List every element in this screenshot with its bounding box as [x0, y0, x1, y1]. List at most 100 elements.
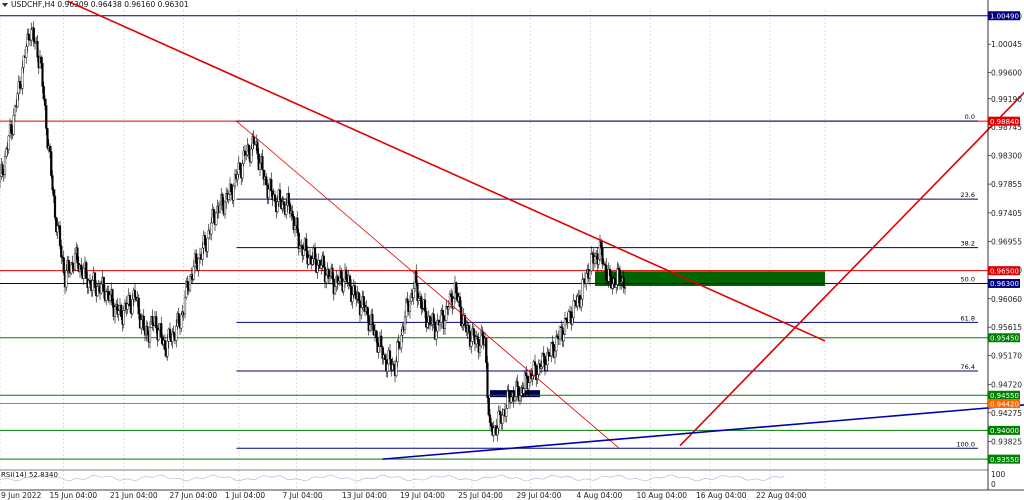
candle-body: [0, 175, 2, 182]
candle-body: [42, 86, 45, 100]
candle-body: [475, 336, 478, 345]
candle-body: [375, 330, 378, 338]
candle-body: [307, 257, 310, 265]
candle-body: [46, 128, 49, 149]
candle-body: [487, 397, 490, 416]
candle-body: [1, 164, 4, 175]
fib-level-label: 23.6: [961, 191, 975, 199]
candle-body: [247, 144, 250, 153]
candle-body: [168, 328, 172, 339]
candle-body: [415, 271, 418, 284]
fib-level-label: 50.0: [961, 275, 975, 283]
candle-body: [252, 136, 255, 144]
time-tick-label: 25 Jul 04:00: [458, 491, 503, 500]
candle-body: [620, 282, 623, 284]
zones: [489, 271, 825, 398]
candle-body: [282, 201, 285, 205]
candle-body: [30, 29, 33, 41]
candle-body: [613, 278, 617, 288]
candle-body: [532, 361, 535, 377]
candle-body: [296, 217, 299, 234]
candle-body: [403, 316, 407, 330]
candle-body: [608, 268, 612, 276]
trendline: [236, 120, 619, 448]
candle-body: [478, 345, 482, 353]
candle-body: [588, 270, 592, 279]
candle-body: [313, 247, 317, 260]
candle-body: [120, 305, 123, 318]
candle-body: [267, 188, 270, 198]
candle-body: [397, 341, 400, 344]
candle-body: [527, 382, 530, 390]
candle-body: [227, 194, 230, 200]
candle-body: [596, 253, 599, 265]
candle-body: [212, 209, 215, 218]
candle-body: [306, 250, 309, 265]
time-tick-label: 19 Jul 04:00: [400, 491, 445, 500]
candle-body: [22, 55, 25, 68]
candle-body: [490, 422, 493, 427]
candle-body: [67, 260, 70, 271]
candle-body: [438, 322, 442, 326]
candle-body: [523, 372, 527, 389]
candle-body: [270, 179, 273, 192]
candle-body: [288, 203, 292, 214]
candle-body: [443, 320, 447, 329]
collapse-triangle-icon[interactable]: [2, 3, 8, 7]
candle-body: [87, 280, 90, 288]
time-tick-label: 7 Jul 04:00: [282, 491, 322, 500]
trendline: [67, 0, 826, 342]
candle-body: [21, 67, 24, 89]
candle-body: [155, 316, 158, 329]
chart-header: USDCHF,H4 0.96309 0.96438 0.96160 0.9630…: [2, 0, 189, 9]
candle-body: [417, 298, 420, 301]
rsi-scale-bottom: 0: [991, 480, 996, 489]
price-tick-label: 1.00045: [991, 40, 1022, 49]
candle-body: [325, 275, 328, 283]
candle-body: [567, 311, 570, 323]
candle-body: [470, 341, 473, 347]
candle-body: [507, 389, 510, 393]
candle-body: [28, 39, 32, 41]
time-tick-label: 29 Jul 04:00: [516, 491, 561, 500]
candle-body: [573, 300, 577, 302]
price-tick-label: 0.97405: [991, 209, 1022, 218]
candle-body: [461, 323, 464, 327]
rsi-scale-top: 100: [991, 470, 1006, 479]
candle-body: [117, 310, 120, 315]
candle-body: [56, 225, 59, 233]
candle-body: [458, 296, 462, 307]
candle-body: [605, 264, 608, 281]
candle-body: [197, 258, 200, 271]
candle-body: [571, 317, 574, 325]
price-tag: [988, 454, 1020, 464]
candle-body: [265, 176, 268, 186]
candle-body: [448, 293, 452, 308]
candle-body: [71, 262, 74, 266]
candle-body: [27, 33, 30, 41]
candle-body: [353, 285, 357, 296]
price-tag-label: 0.94000: [990, 427, 1019, 435]
candle-body: [60, 245, 63, 258]
candle-body: [122, 310, 125, 325]
candle-body: [171, 331, 174, 342]
price-tag-label: 1.00490: [990, 13, 1019, 21]
candle-body: [53, 195, 57, 218]
candle-body: [543, 356, 547, 371]
candle-body: [610, 275, 613, 289]
candle-body: [388, 350, 392, 360]
candle-body: [593, 256, 597, 264]
price-tag: [988, 390, 1020, 400]
candle-body: [426, 322, 429, 328]
candle-body: [291, 210, 294, 217]
price-tag: [988, 399, 1020, 409]
candles: [0, 21, 627, 442]
candle-body: [302, 249, 305, 256]
candle-body: [420, 296, 423, 309]
candle-body: [140, 319, 143, 329]
candle-body: [550, 342, 553, 356]
price-tick-label: 0.97855: [991, 180, 1022, 189]
candle-body: [452, 298, 455, 309]
candle-body: [392, 364, 395, 366]
